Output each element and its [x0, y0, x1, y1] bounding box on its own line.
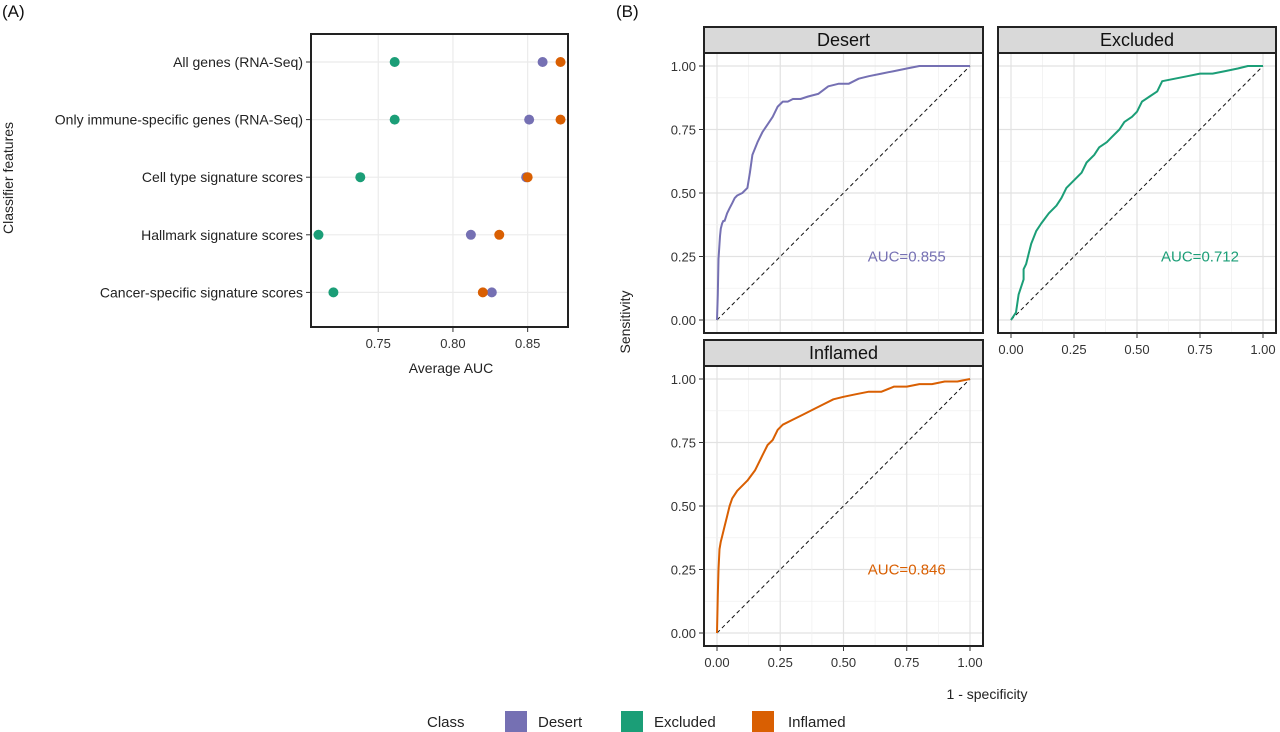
diagonal-reference-line	[716, 65, 971, 321]
legend-title: Class	[427, 714, 465, 731]
panel-a-label: (A)	[2, 2, 25, 21]
category-label: Cell type signature scores	[142, 169, 303, 185]
x-tick-label: 0.75	[366, 336, 391, 351]
y-tick-label: 0.00	[671, 313, 696, 328]
roc-curve-desert	[716, 65, 970, 321]
legend-swatch-inflamed	[752, 711, 774, 732]
dot-excluded	[355, 172, 366, 183]
legend-swatch-excluded	[621, 711, 643, 732]
diagonal-reference-line	[716, 378, 971, 634]
y-tick-label: 1.00	[671, 372, 696, 387]
legend-label-excluded: Excluded	[654, 714, 716, 731]
dot-desert	[465, 229, 476, 240]
dot-excluded	[389, 114, 400, 125]
dot-excluded	[328, 287, 339, 298]
x-tick-label: 0.00	[704, 655, 729, 670]
category-label: Cancer-specific signature scores	[100, 284, 303, 300]
y-tick-label: 0.75	[671, 436, 696, 451]
x-tick-label: 1.00	[1250, 342, 1275, 357]
dot-inflamed	[477, 287, 488, 298]
dot-inflamed	[555, 57, 566, 67]
x-tick-label: 1.00	[957, 655, 982, 670]
y-tick-label: 1.00	[671, 59, 696, 74]
category-label: Only immune-specific genes (RNA-Seq)	[55, 112, 303, 128]
y-tick-label: 0.25	[671, 563, 696, 578]
dot-desert	[486, 287, 497, 298]
facet-excluded: Excluded AUC=0.712 0.00 0.25 0.50 0.75 1.00	[997, 26, 1277, 357]
x-tick-label: 0.25	[768, 655, 793, 670]
auc-label: AUC=0.855	[868, 249, 946, 266]
x-tick-label: 0.75	[894, 655, 919, 670]
x-tick-label: 0.00	[998, 342, 1023, 357]
dot-desert	[524, 114, 535, 125]
legend-swatch-desert	[505, 711, 527, 732]
facet-inflamed: Inflamed AUC=0.846 0.00 0.25 0.50 0.75 1.00 0.0…	[671, 339, 984, 670]
plot-border	[310, 33, 569, 328]
panel-b-label: (B)	[616, 2, 639, 21]
facet-strip	[997, 26, 1277, 54]
facet-strip-title: Desert	[817, 30, 870, 50]
x-tick-label: 0.50	[1124, 342, 1149, 357]
y-tick-label: 0.75	[671, 123, 696, 138]
facet-strip-title: Inflamed	[809, 343, 878, 363]
facet-desert: Desert AUC=0.855 0.00 0.25 0.50 0.75 1.00	[671, 26, 984, 334]
y-tick-label: 0.00	[671, 626, 696, 641]
category-label: Hallmark signature scores	[141, 227, 303, 243]
x-tick-label: 0.25	[1061, 342, 1086, 357]
panel-a-dot-plot: 0.75 0.80 0.85 All genes (RNA-Seq) Only immu…	[55, 33, 569, 351]
x-tick-label: 0.75	[1187, 342, 1212, 357]
y-tick-label: 0.25	[671, 250, 696, 265]
legend: Class Desert Excluded Inflamed	[427, 711, 846, 732]
panel-b-roc-facets: DesertAUC=0.8550.000.250.500.751.00Exclu…	[671, 26, 1277, 670]
legend-label-inflamed: Inflamed	[788, 714, 846, 731]
facet-strip-title: Excluded	[1100, 30, 1174, 50]
dot-inflamed	[555, 114, 566, 125]
panel-b-ylabel: Sensitivity	[617, 290, 633, 353]
dot-desert	[537, 57, 548, 67]
legend-label-desert: Desert	[538, 714, 583, 731]
x-tick-label: 0.80	[440, 336, 465, 351]
category-label: All genes (RNA-Seq)	[173, 54, 303, 70]
panel-b-xlabel: 1 - specificity	[947, 686, 1028, 702]
roc-curve-excluded	[1010, 65, 1263, 321]
dot-inflamed	[522, 172, 533, 183]
y-tick-label: 0.50	[671, 499, 696, 514]
dot-inflamed	[494, 229, 505, 240]
panel-a-ylabel: Classifier features	[0, 122, 16, 234]
auc-label: AUC=0.712	[1161, 249, 1239, 266]
y-tick-label: 0.50	[671, 186, 696, 201]
x-tick-label: 0.50	[831, 655, 856, 670]
auc-label: AUC=0.846	[868, 562, 946, 579]
roc-curve-inflamed	[716, 378, 971, 634]
dot-excluded	[389, 57, 400, 67]
x-tick-label: 0.85	[515, 336, 540, 351]
diagonal-reference-line	[1010, 65, 1264, 321]
panel-a-xlabel: Average AUC	[409, 360, 494, 376]
dot-excluded	[313, 229, 324, 240]
